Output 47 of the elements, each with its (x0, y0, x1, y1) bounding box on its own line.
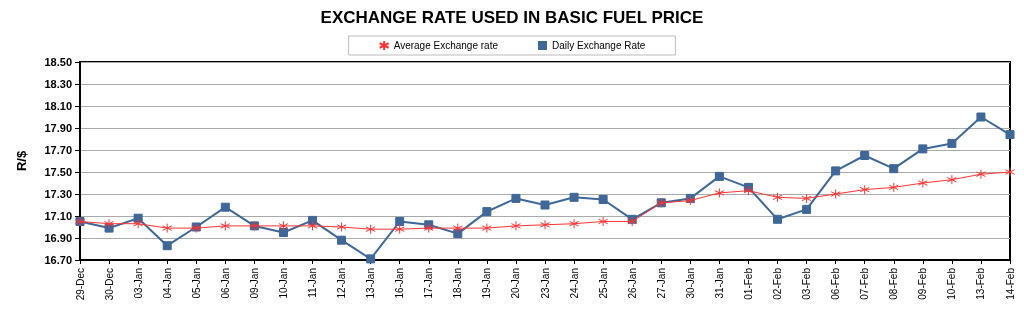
y-tick-label: 17.70 (44, 144, 72, 156)
x-tick-label: 26-Jan (626, 268, 638, 299)
x-tick-label: 13-Jan (365, 268, 377, 299)
x-tick-label: 20-Jan (510, 268, 522, 299)
x-tick-label: 29-Dec (74, 268, 86, 301)
y-tick-label: 18.50 (44, 56, 72, 68)
y-tick-label: 18.30 (44, 78, 72, 90)
x-tick-label: 16-Jan (394, 268, 406, 299)
x-tick-label: 13-Feb (975, 267, 987, 300)
y-tick-label: 18.10 (44, 100, 72, 112)
x-tick-label: 08-Feb (888, 267, 900, 300)
x-tick-label: 10-Feb (946, 267, 958, 300)
legend-label: Daily Exchange Rate (551, 40, 646, 51)
x-tick-label: 23-Jan (539, 268, 551, 299)
y-tick-label: 17.50 (44, 166, 72, 178)
x-tick-label: 07-Feb (859, 267, 871, 300)
x-tick-label: 18-Jan (452, 268, 464, 299)
x-tick-label: 19-Jan (481, 268, 493, 299)
x-tick-label: 02-Feb (772, 267, 783, 300)
x-tick-label: 30-Dec (103, 268, 115, 301)
x-tick-label: 14-Feb (1004, 267, 1016, 300)
x-tick-label: 17-Jan (423, 268, 435, 299)
x-tick-label: 09-Feb (917, 267, 929, 300)
x-tick-label: 10-Jan (277, 268, 289, 299)
x-tick-label: 27-Jan (655, 268, 667, 299)
x-tick-label: 09-Jan (248, 268, 260, 299)
x-tick-label: 03-Feb (801, 267, 813, 300)
x-tick-label: 31-Jan (713, 268, 725, 299)
x-tick-label: 30-Jan (684, 268, 696, 299)
y-tick-label: 17.10 (44, 210, 72, 222)
x-tick-label: 06-Jan (219, 268, 231, 299)
x-tick-label: 11-Jan (307, 268, 318, 298)
x-tick-label: 24-Jan (568, 268, 580, 299)
x-tick-label: 06-Feb (830, 267, 842, 300)
legend-label: Average Exchange rate (393, 40, 499, 51)
chart-title: EXCHANGE RATE USED IN BASIC FUEL PRICE (320, 8, 704, 27)
y-tick-label: 16.90 (44, 232, 72, 244)
x-tick-label: 04-Jan (161, 268, 173, 299)
y-tick-label: 17.30 (44, 188, 72, 200)
y-tick-label: 17.90 (44, 122, 72, 134)
y-tick-label: 16.70 (44, 254, 72, 266)
x-tick-label: 01-Feb (742, 267, 754, 300)
x-tick-label: 12-Jan (336, 268, 348, 299)
y-axis-title: R/$ (14, 150, 29, 172)
x-tick-label: 25-Jan (597, 268, 609, 299)
x-tick-label: 05-Jan (190, 268, 202, 299)
x-tick-label: 03-Jan (132, 268, 144, 299)
